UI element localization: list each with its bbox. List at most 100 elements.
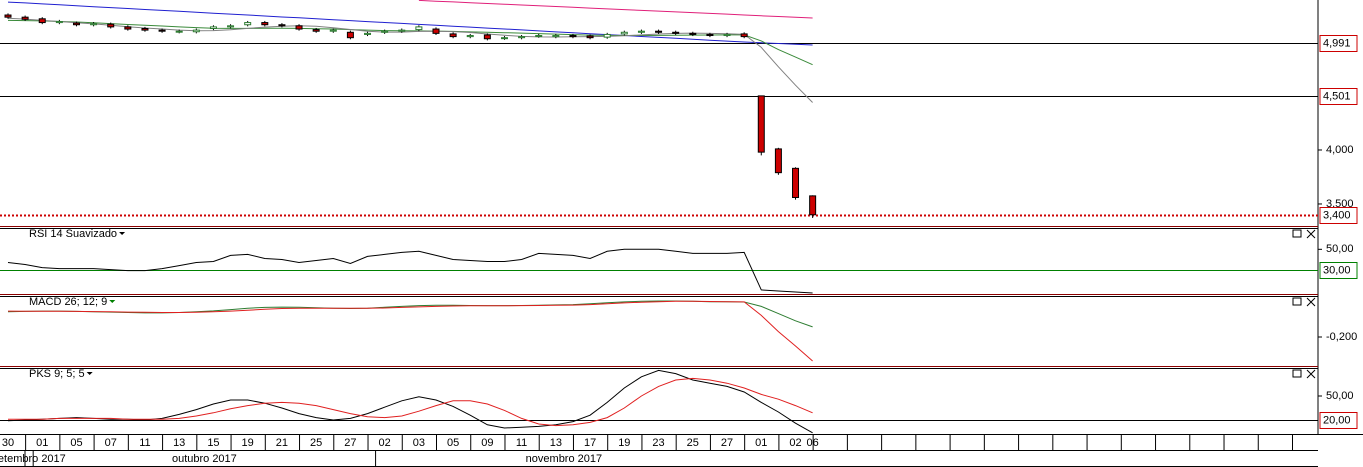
candle-body	[107, 23, 115, 28]
x-tick-label: 02	[379, 437, 391, 449]
panel: RSI 14 Suavizado 50,00 30,00	[0, 228, 1358, 294]
x-tick-label: 13	[173, 437, 185, 449]
maximize-button[interactable]	[1292, 369, 1302, 378]
line-series	[7, 248, 813, 294]
candle-body	[312, 29, 320, 32]
close-button[interactable]	[1306, 297, 1316, 307]
candle-body	[672, 31, 680, 34]
month-label: novembro 2017	[526, 453, 602, 465]
candle-body	[809, 195, 817, 216]
line-series	[7, 369, 813, 434]
candle-body	[569, 35, 577, 38]
candle-body	[141, 28, 149, 31]
level-tag	[1319, 207, 1358, 224]
candle-body	[244, 22, 252, 26]
candle-body	[723, 33, 731, 37]
candle-body	[552, 35, 560, 38]
x-tick-label: 21	[276, 437, 288, 449]
x-tick-label: 07	[105, 437, 117, 449]
candle-body	[774, 148, 782, 174]
level-tag	[1319, 412, 1358, 429]
x-tick-label: 15	[207, 437, 219, 449]
candle-body	[158, 29, 166, 32]
x-tick-label: 01	[36, 437, 48, 449]
level-tag-label: 30,00	[1323, 264, 1351, 276]
panel-title: MACD 26; 12; 9	[29, 296, 107, 308]
candle-body	[620, 31, 628, 35]
x-tick-label: 11	[516, 437, 527, 449]
candle-body	[38, 18, 46, 24]
close-button[interactable]	[1306, 369, 1316, 379]
y-tick-label: -0,200	[1326, 331, 1357, 343]
maximize-button[interactable]	[1292, 229, 1302, 238]
y-tick-label: 50,00	[1326, 390, 1354, 402]
x-tick-label: 17	[584, 437, 596, 449]
candle-body	[603, 33, 611, 38]
panel: MACD 26; 12; 9 -0,200	[7, 296, 1357, 362]
x-tick-label: 05	[70, 437, 82, 449]
panel-controls	[1292, 229, 1316, 379]
candle-body	[637, 30, 645, 33]
candle-body	[586, 35, 594, 39]
candle-body	[72, 22, 80, 26]
candle-body	[261, 22, 269, 26]
x-tick-label: 11	[139, 437, 150, 449]
candle-body	[329, 29, 337, 32]
x-tick-label: 19	[242, 437, 254, 449]
level-tag-label: 4,991	[1323, 37, 1351, 49]
line-series	[7, 1, 813, 46]
panel: 3,500 4,000 4,991 4,501 3,400	[0, 0, 1358, 224]
x-tick-label: 01	[755, 437, 767, 449]
x-tick-label: 05	[447, 437, 459, 449]
x-tick-label: 19	[618, 437, 630, 449]
candle-body	[518, 36, 526, 39]
level-tag-label: 3,400	[1323, 209, 1351, 221]
level-tag	[1319, 262, 1358, 279]
maximize-button[interactable]	[1292, 297, 1302, 306]
candle-body	[757, 95, 765, 153]
x-tick-label: 02	[789, 437, 801, 449]
candle-body	[500, 37, 508, 40]
candle-body	[227, 25, 235, 28]
candle-body	[689, 32, 697, 35]
line-series	[7, 19, 813, 66]
candle-body	[90, 23, 98, 26]
x-tick-label: 13	[550, 437, 562, 449]
line-series	[7, 300, 813, 362]
candle-body	[124, 26, 132, 30]
panel-menu-arrow	[119, 232, 126, 235]
candle-body	[792, 167, 800, 198]
candle-body	[740, 33, 748, 38]
candle-body	[4, 14, 12, 18]
candle-body	[483, 34, 491, 40]
x-tick-label: 23	[652, 437, 664, 449]
panel-menu-arrow	[109, 300, 116, 303]
y-tick-label: 4,000	[1326, 144, 1354, 156]
level-tag	[1319, 88, 1358, 105]
line-series	[8, 377, 813, 427]
candle-body	[192, 29, 200, 33]
x-tick-label: 09	[481, 437, 493, 449]
x-tick-label: 03	[413, 437, 425, 449]
x-tick-label: 25	[687, 437, 699, 449]
level-tag	[1319, 35, 1358, 52]
panel-title: RSI 14 Suavizado	[29, 228, 117, 240]
candle-body	[381, 30, 389, 33]
x-tick-label: 25	[310, 437, 322, 449]
month-label: outubro 2017	[172, 453, 237, 465]
candle-body	[535, 35, 543, 38]
candle-body	[415, 26, 423, 31]
y-tick-label: 3,500	[1326, 198, 1354, 210]
candle-body	[278, 24, 286, 27]
panel-title: PKS 9; 5; 5	[29, 368, 85, 380]
panel-menu-arrow	[86, 372, 93, 375]
candle-body	[364, 32, 372, 35]
close-button[interactable]	[1306, 229, 1316, 239]
candle-body	[466, 35, 474, 38]
candle-body	[209, 26, 217, 30]
candle-body	[346, 31, 354, 39]
x-tick-label: 30	[2, 437, 14, 449]
level-tag-label: 4,501	[1323, 90, 1351, 102]
